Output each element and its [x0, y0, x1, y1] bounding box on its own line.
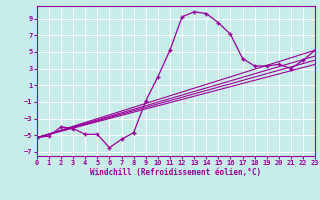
X-axis label: Windchill (Refroidissement éolien,°C): Windchill (Refroidissement éolien,°C)	[91, 168, 261, 177]
